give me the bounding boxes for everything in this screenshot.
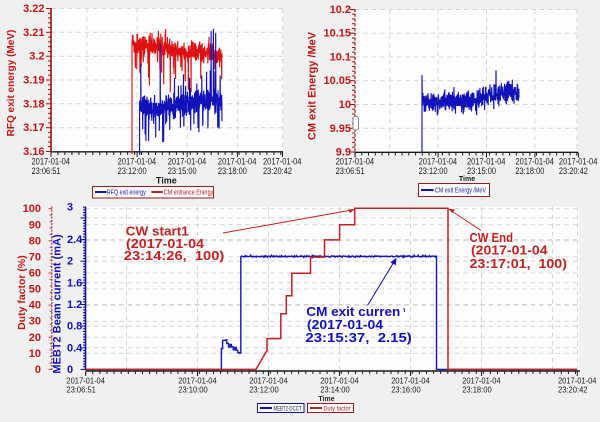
svg-text:2017-01-04: 2017-01-04 [168,156,207,166]
svg-text:(2017-01-04: (2017-01-04 [126,236,205,251]
svg-text:3.18: 3.18 [23,98,44,110]
svg-text:2017-01-04: 2017-01-04 [66,376,105,385]
svg-text:2017-01-04: 2017-01-04 [558,376,597,385]
svg-text:2017-01-04: 2017-01-04 [263,156,302,166]
svg-text:RFQ exit energy (MeV): RFQ exit energy (MeV) [6,30,17,137]
svg-text:2017-01-04: 2017-01-04 [559,156,598,166]
svg-text:23:06:51: 23:06:51 [336,166,365,176]
svg-text:10: 10 [339,99,351,111]
svg-text:2017-01-04: 2017-01-04 [467,156,506,166]
svg-text:MEBT2 Beam current (mA): MEBT2 Beam current (mA) [52,234,64,374]
svg-text:23:17:01, 100): 23:17:01, 100) [470,256,568,271]
svg-text:3.16: 3.16 [23,146,44,158]
svg-text:3.17: 3.17 [23,122,44,134]
svg-text:23:16:00: 23:16:00 [391,385,421,394]
svg-text:23:15:00: 23:15:00 [168,166,197,176]
svg-text:2017-01-04: 2017-01-04 [178,376,217,385]
svg-text:Duty factor (%): Duty factor (%) [16,255,28,330]
svg-text:2017-01-04: 2017-01-04 [118,156,157,166]
svg-text:40: 40 [29,300,41,312]
svg-text:3.22: 3.22 [23,3,44,15]
svg-text:10.1: 10.1 [330,52,351,64]
svg-text:10.05: 10.05 [323,75,351,87]
svg-text:3.19: 3.19 [23,75,44,87]
svg-text:23:12:00: 23:12:00 [419,166,448,176]
svg-text:2017-01-04: 2017-01-04 [419,156,458,166]
svg-text:0.8: 0.8 [67,321,82,333]
svg-text:3.2: 3.2 [29,51,44,63]
svg-text:50: 50 [29,284,41,296]
svg-text:9.95: 9.95 [330,123,351,135]
svg-text:CM exit Energy /MeV: CM exit Energy /MeV [307,31,319,140]
svg-text:0: 0 [35,364,41,376]
svg-text:CM exit Energy /MeV: CM exit Energy /MeV [435,186,486,195]
svg-text:RFQ exit energy: RFQ exit energy [107,188,146,197]
svg-text:23:12:00: 23:12:00 [118,166,147,176]
svg-text:23:18:00: 23:18:00 [515,166,544,176]
svg-text:3: 3 [67,202,73,214]
svg-text:(2017-01-04: (2017-01-04 [307,318,383,332]
svg-text:23:06:51: 23:06:51 [32,166,61,176]
svg-text:CW start1: CW start1 [126,224,189,239]
svg-text:1.2: 1.2 [67,299,82,311]
svg-text:23:12:00: 23:12:00 [249,385,279,394]
svg-text:Time: Time [459,176,475,183]
svg-text:Time: Time [156,176,177,186]
svg-text:23:10:00: 23:10:00 [178,385,208,394]
svg-text:10.2: 10.2 [330,4,351,16]
svg-text:23:06:51: 23:06:51 [66,385,96,394]
svg-text:(2017-01-04: (2017-01-04 [471,243,548,258]
svg-text:2: 2 [67,256,73,268]
svg-text:23:20:42: 23:20:42 [263,166,292,176]
svg-text:23:18:00: 23:18:00 [218,166,247,176]
svg-text:2.4: 2.4 [67,234,83,246]
svg-text:80: 80 [29,235,41,247]
svg-text:20: 20 [29,332,41,344]
svg-text:23:15:37, 2.15): 23:15:37, 2.15) [305,331,411,345]
svg-text:90: 90 [29,219,41,231]
svg-text:2017-01-04: 2017-01-04 [336,156,375,166]
svg-text:2017-01-04: 2017-01-04 [391,376,430,385]
svg-text:10.15: 10.15 [323,28,351,40]
svg-text:MEBT2-DCCT: MEBT2-DCCT [274,405,302,412]
svg-text:23:20:42: 23:20:42 [558,385,588,394]
svg-text:2017-01-04: 2017-01-04 [515,156,554,166]
svg-text:CM entrance Energy: CM entrance Energy [164,188,214,197]
svg-text:70: 70 [29,251,41,263]
svg-text:23:18:00: 23:18:00 [462,385,492,394]
svg-text:Duty factor: Duty factor [324,405,352,412]
svg-text:23:20:42: 23:20:42 [559,166,588,176]
svg-text:2017-01-04: 2017-01-04 [32,156,71,166]
svg-text:100: 100 [23,203,41,215]
svg-text:3.21: 3.21 [23,27,44,39]
svg-text:2017-01-04: 2017-01-04 [249,376,288,385]
svg-text:23:15:00: 23:15:00 [467,166,496,176]
svg-text:Time: Time [318,396,334,403]
svg-text:9.9: 9.9 [336,147,351,159]
svg-text:60: 60 [29,268,41,280]
svg-text:30: 30 [29,316,41,328]
svg-text:23:14:00: 23:14:00 [320,385,350,394]
svg-text:2017-01-04: 2017-01-04 [320,376,359,385]
svg-text:CW End: CW End [470,230,514,245]
svg-text:10: 10 [29,348,41,360]
svg-text:1.6: 1.6 [67,277,82,289]
svg-text:2017-01-04: 2017-01-04 [218,156,257,166]
svg-text:23:14:26, 100): 23:14:26, 100) [124,248,225,263]
svg-text:2017-01-04: 2017-01-04 [462,376,501,385]
svg-text:0.4: 0.4 [67,342,83,354]
svg-text:0: 0 [67,364,73,376]
svg-text:CM exit curren: CM exit curren [306,305,400,319]
